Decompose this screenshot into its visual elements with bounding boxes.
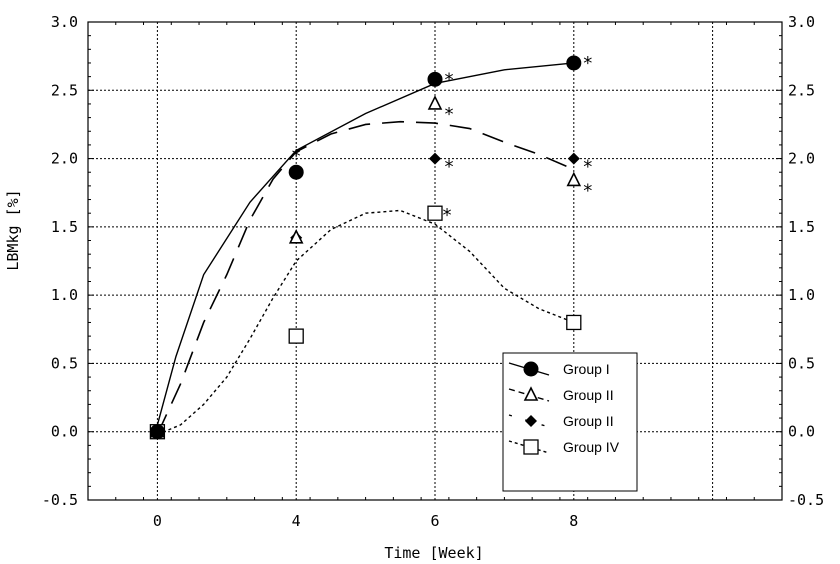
data-point (429, 152, 441, 165)
y-ticks-right: -0.5 0.0 0.5 1.0 1.5 2.0 2.5 3.0 (776, 13, 824, 509)
data-point (566, 171, 582, 187)
y-tick-label-left: 1.0 (51, 286, 78, 304)
x-ticks: 0 4 6 8 (87, 22, 783, 530)
data-point (566, 314, 582, 331)
x-tick-label: 8 (569, 512, 578, 530)
significance-star: * (582, 157, 593, 178)
data-point (566, 55, 582, 71)
significance-star: * (582, 180, 593, 201)
y-tick-label-left: 0.5 (51, 354, 78, 372)
significance-star: * (291, 146, 302, 167)
legend-line (508, 414, 550, 428)
series-line (157, 209, 575, 436)
significance-star: * (444, 104, 455, 125)
legend-label: Group II (563, 413, 614, 429)
significance-stars: ****** ** (291, 53, 593, 226)
y-tick-label-right: 0.0 (788, 423, 815, 441)
grid (88, 22, 782, 500)
legend-marker (525, 415, 537, 427)
y-tick-label-right: 1.5 (788, 218, 815, 236)
data-point (288, 164, 304, 180)
y-tick-label-left: 1.5 (51, 218, 78, 236)
y-tick-label-right: 0.5 (788, 354, 815, 372)
y-tick-label-left: 2.0 (51, 150, 78, 168)
markers (149, 55, 582, 440)
x-tick-label: 6 (430, 512, 439, 530)
legend-label: Group IV (563, 439, 620, 455)
significance-star: * (444, 69, 455, 90)
y-tick-label-left: 2.5 (51, 81, 78, 99)
y-tick-label-left: 0.0 (51, 423, 78, 441)
y-tick-label-right: 3.0 (788, 13, 815, 31)
series-line (156, 62, 574, 426)
data-point (427, 205, 443, 221)
x-tick-label: 0 (153, 512, 162, 530)
series-line (156, 120, 575, 435)
x-tick-label: 4 (292, 512, 301, 530)
y-tick-label-right: 2.5 (788, 81, 815, 99)
y-tick-label-right: 1.0 (788, 286, 815, 304)
y-ticks-left: -0.5 0.0 0.5 1.0 1.5 2.0 2.5 3.0 (42, 13, 94, 509)
significance-star: * (582, 53, 593, 74)
data-point (427, 95, 443, 110)
significance-star: * (444, 157, 455, 178)
curves (156, 62, 575, 436)
legend-marker (523, 439, 539, 455)
y-tick-label-left: -0.5 (42, 491, 78, 509)
data-point (288, 328, 304, 344)
data-point (149, 424, 165, 440)
legend-box (502, 352, 638, 492)
y-tick-label-right: -0.5 (788, 491, 824, 509)
plot-frame (87, 21, 783, 501)
legend-marker (523, 361, 539, 377)
x-axis-title: Time [Week] (384, 544, 483, 562)
data-point (427, 71, 443, 87)
y-axis-title: LBMkg [%] (4, 189, 22, 270)
data-point (288, 228, 304, 244)
legend-marker (523, 386, 539, 401)
significance-star: * (442, 205, 453, 226)
y-tick-label-left: 3.0 (51, 13, 78, 31)
y-tick-label-right: 2.0 (788, 150, 815, 168)
plot-border (87, 21, 783, 501)
data-point (567, 152, 580, 165)
legend-label: Group I (563, 361, 610, 377)
legend: Group I Group II Group II Group IV (502, 352, 638, 492)
legend-label: Group II (563, 387, 614, 403)
